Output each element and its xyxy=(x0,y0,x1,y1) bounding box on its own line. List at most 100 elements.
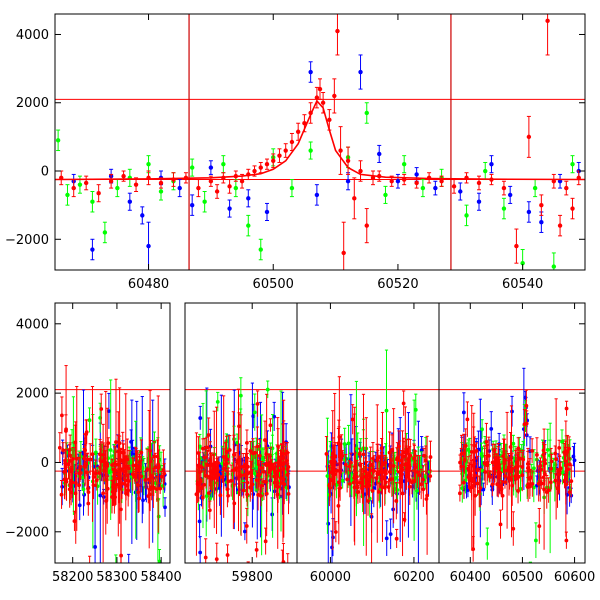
bottom-data-point xyxy=(394,499,399,503)
bottom-data-point xyxy=(419,448,424,453)
bottom-data-point xyxy=(472,443,477,448)
bottom-data-point xyxy=(244,524,249,528)
bottom-data-point xyxy=(549,466,553,471)
bottom-data-point xyxy=(105,461,109,466)
bottom-data-point xyxy=(72,519,77,524)
top-data-point xyxy=(539,202,544,208)
bottom-data-point xyxy=(466,475,471,480)
bottom-data-point xyxy=(395,457,399,462)
top-data-point xyxy=(271,158,276,163)
bottom-data-point xyxy=(229,478,234,483)
bottom-data-point xyxy=(265,387,270,392)
top-data-point xyxy=(233,185,239,191)
bottom-data-point xyxy=(330,467,335,472)
bottom-data-point xyxy=(248,449,253,453)
bottom-data-point xyxy=(361,452,366,457)
bottom-data-point xyxy=(515,460,519,465)
bottom-data-point xyxy=(390,447,395,452)
bottom-data-point xyxy=(511,526,516,531)
bottom-data-point xyxy=(93,471,98,476)
bottom-data-point xyxy=(524,403,529,408)
bottom-data-point xyxy=(198,550,203,555)
top-data-point xyxy=(358,168,363,174)
bottom-data-point xyxy=(571,454,576,459)
bottom-data-point xyxy=(412,462,417,467)
top-data-point xyxy=(383,192,388,198)
bottom-data-point xyxy=(262,479,266,484)
bottom-data-point xyxy=(157,559,162,563)
bottom-data-point xyxy=(195,482,200,486)
bottom-data-point xyxy=(509,477,514,482)
bottom-data-point xyxy=(87,418,92,423)
bottom-data-point xyxy=(215,473,220,478)
bottom-data-point xyxy=(342,442,347,446)
bottom-data-point xyxy=(469,485,474,490)
bottom-data-point xyxy=(567,462,572,467)
bottom-data-point xyxy=(391,464,396,468)
bottom-data-point xyxy=(400,491,405,496)
bottom-data-point xyxy=(82,492,87,497)
bottom-data-point xyxy=(364,484,369,489)
bottom-data-point xyxy=(204,445,209,450)
bottom-data-point xyxy=(380,462,385,467)
bottom-data-point xyxy=(368,474,372,478)
bottom-data-point xyxy=(126,479,131,483)
bottom-data-point xyxy=(539,467,543,472)
bottom-data-point xyxy=(374,476,379,480)
top-data-point xyxy=(146,161,151,167)
bottom-data-point xyxy=(554,457,559,462)
bottom-data-point xyxy=(136,490,141,495)
bottom-data-point xyxy=(366,499,370,503)
bottom-data-point xyxy=(532,466,536,471)
bottom-data-point xyxy=(206,491,211,495)
top-data-point xyxy=(507,192,513,198)
top-data-point xyxy=(277,153,282,158)
bottom-data-point xyxy=(137,464,142,469)
bottom-data-point xyxy=(417,473,422,478)
top-data-point xyxy=(202,199,207,204)
top-data-point xyxy=(345,179,351,184)
bottom-data-point xyxy=(461,480,466,485)
bottom-data-point xyxy=(243,462,248,467)
top-data-point xyxy=(208,179,214,184)
bottom-data-point xyxy=(485,460,490,465)
bottom-data-point xyxy=(93,545,97,549)
bottom-data-point xyxy=(368,463,373,468)
top-xtick-label: 60500 xyxy=(253,277,294,292)
top-data-point xyxy=(557,223,563,228)
bottom-xtick-label: 60000 xyxy=(310,570,351,585)
bottom-data-point xyxy=(285,473,290,477)
top-data-point xyxy=(146,243,151,249)
bottom-data-point xyxy=(466,488,470,492)
bottom-data-point xyxy=(205,463,210,467)
bottom-data-point xyxy=(493,463,498,468)
bottom-data-point xyxy=(253,450,258,455)
bottom-data-point xyxy=(533,538,538,543)
bottom-data-point xyxy=(489,427,494,431)
bottom-data-point xyxy=(232,501,237,506)
bottom-data-point xyxy=(139,450,144,455)
bottom-data-point xyxy=(472,461,477,466)
bottom-data-point xyxy=(497,466,502,471)
bottom-data-point xyxy=(483,470,488,474)
bottom-data-point xyxy=(251,414,256,419)
bottom-data-point xyxy=(419,482,424,487)
bottom-data-point xyxy=(338,449,343,454)
top-data-point xyxy=(258,247,263,252)
bottom-data-point xyxy=(530,481,535,486)
bottom-data-point xyxy=(118,507,123,512)
bottom-data-point xyxy=(57,445,62,450)
bottom-data-point xyxy=(505,468,509,473)
bottom-data-point xyxy=(102,457,107,461)
top-data-point xyxy=(102,230,108,235)
bottom-data-point xyxy=(343,462,348,467)
bottom-data-point xyxy=(458,460,462,465)
bottom-data-point xyxy=(475,467,480,472)
bottom-data-point xyxy=(139,474,144,479)
bottom-data-point xyxy=(196,451,201,455)
bottom-data-point xyxy=(252,410,257,415)
bottom-data-point xyxy=(424,497,429,501)
bottom-segment-1 xyxy=(185,377,297,563)
bottom-data-point xyxy=(363,469,368,474)
top-data-point xyxy=(55,138,61,143)
